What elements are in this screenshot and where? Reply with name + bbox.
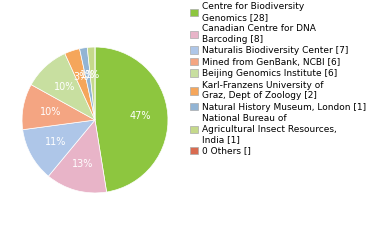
Text: 47%: 47% (129, 111, 151, 121)
Text: 1%: 1% (80, 70, 95, 80)
Wedge shape (22, 85, 95, 130)
Wedge shape (23, 120, 95, 176)
Wedge shape (95, 47, 168, 192)
Text: 13%: 13% (73, 159, 94, 169)
Text: 11%: 11% (45, 137, 66, 147)
Text: 10%: 10% (54, 82, 75, 92)
Wedge shape (65, 49, 95, 120)
Legend: Centre for Biodiversity
Genomics [28], Canadian Centre for DNA
Barcoding [8], Na: Centre for Biodiversity Genomics [28], C… (190, 2, 366, 156)
Wedge shape (79, 48, 95, 120)
Text: 1%: 1% (85, 70, 100, 80)
Wedge shape (87, 47, 95, 120)
Wedge shape (48, 120, 107, 193)
Text: 3%: 3% (73, 72, 89, 82)
Text: 10%: 10% (40, 107, 61, 117)
Wedge shape (31, 54, 95, 120)
